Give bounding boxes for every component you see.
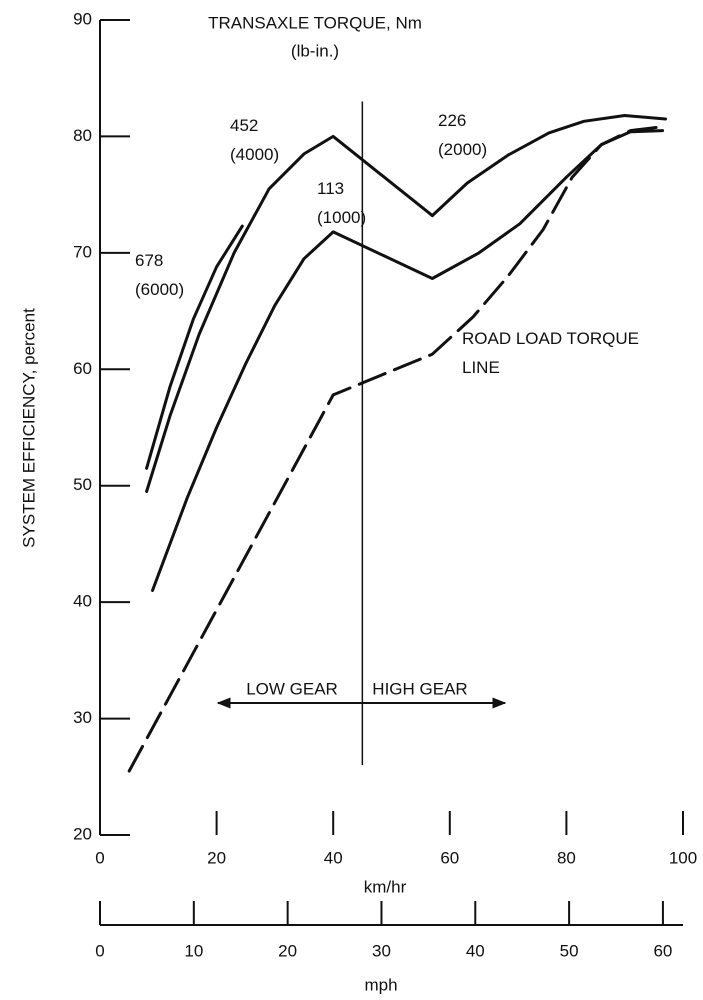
series-label: 226 (2000) <box>438 111 487 159</box>
y-axis-label: SYSTEM EFFICIENCY, percent <box>19 308 38 548</box>
x2-tick-label: 50 <box>560 941 579 960</box>
series-line <box>430 114 667 218</box>
x2-tick-label: 0 <box>95 941 104 960</box>
y-tick-label: 20 <box>73 824 92 843</box>
series-line <box>151 129 665 592</box>
x2-tick-label: 60 <box>653 941 672 960</box>
x-tick-label: 0 <box>95 848 104 867</box>
x2-tick-label: 20 <box>278 941 297 960</box>
y-tick-label: 30 <box>73 708 92 727</box>
low-gear-label: LOW GEAR <box>246 679 338 698</box>
y-tick-label: 80 <box>73 126 92 145</box>
x-tick-label: 80 <box>557 848 576 867</box>
x2-tick-label: 30 <box>372 941 391 960</box>
x2-axis-label: mph <box>364 975 397 994</box>
series-label: ROAD LOAD TORQUE LINE <box>462 329 639 377</box>
x-tick-label: 40 <box>324 848 343 867</box>
x-tick-label: 60 <box>440 848 459 867</box>
x2-tick-label: 10 <box>184 941 203 960</box>
x-axis-label: km/hr <box>364 877 407 896</box>
series-line <box>145 134 434 493</box>
y-tick-label: 40 <box>73 592 92 611</box>
x-tick-label: 20 <box>207 848 226 867</box>
series-line <box>145 224 244 470</box>
chart-title: TRANSAXLE TORQUE, Nm <box>208 13 422 32</box>
series-label: 678 (6000) <box>135 251 184 299</box>
series-line <box>127 125 662 773</box>
y-tick-label: 70 <box>73 242 92 261</box>
y-tick-label: 90 <box>73 9 92 28</box>
y-tick-label: 50 <box>73 475 92 494</box>
x-tick-label: 100 <box>669 848 697 867</box>
y-tick-label: 60 <box>73 359 92 378</box>
chart-subtitle: (lb-in.) <box>291 41 339 60</box>
series-label: 452 (4000) <box>230 116 279 164</box>
x2-tick-label: 40 <box>466 941 485 960</box>
high-gear-label: HIGH GEAR <box>372 679 467 698</box>
series-label: 113 (1000) <box>317 179 366 227</box>
